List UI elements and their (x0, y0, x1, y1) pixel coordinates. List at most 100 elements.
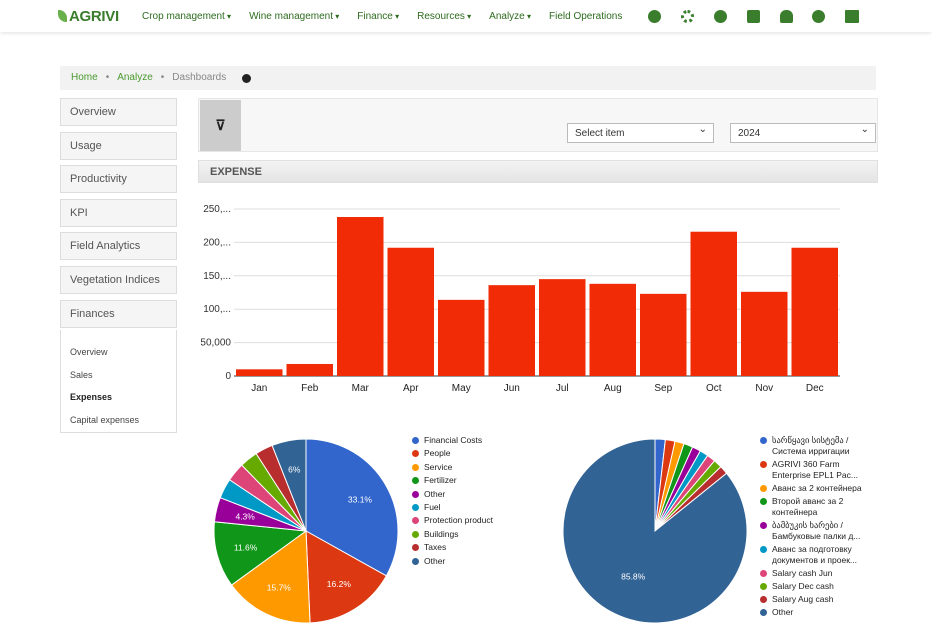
submenu-item[interactable]: Expenses (70, 392, 113, 402)
breadcrumb-link[interactable]: Analyze (117, 72, 153, 83)
sidebar-item[interactable]: Finances (60, 299, 177, 328)
nav-item[interactable]: Finance (357, 11, 399, 22)
help-icon[interactable] (242, 74, 252, 83)
legend-label: Financial Costs (424, 435, 483, 445)
sidebar-item[interactable]: Overview (60, 98, 177, 126)
data-label: 6% (288, 465, 301, 475)
x-tick-label: Feb (301, 383, 319, 394)
submenu: Overview Sales Expenses Capital expenses (60, 330, 177, 433)
nav-menu: Crop management Wine management Finance Res… (142, 11, 622, 22)
item-select[interactable]: Select item (567, 123, 714, 143)
x-tick-label: Aug (604, 383, 622, 394)
legend-label: Service (424, 461, 453, 472)
settings-icon[interactable] (648, 10, 661, 23)
x-tick-label: May (452, 383, 471, 394)
sidebar-item[interactable]: Field Analytics (60, 232, 177, 261)
pie-slice (213, 521, 308, 586)
sidebar-item[interactable]: Usage (60, 131, 177, 160)
legend-label: Salary Aug cash (772, 594, 834, 604)
y-tick-label: 150,... (203, 271, 231, 282)
legend-label: Аванс за подготовку документов и проек..… (772, 544, 858, 565)
legend-swatch (412, 517, 419, 525)
submenu-item[interactable]: Sales (70, 369, 93, 380)
legend-item: ბამბუკის ხარები / Бамбуковые палки д... (760, 520, 875, 542)
notifications-icon[interactable] (780, 10, 793, 23)
x-tick-label: Jan (251, 383, 267, 394)
bar (236, 369, 283, 376)
legend-item: Buildings (412, 529, 522, 540)
legend-item: Salary cash Jun (760, 568, 875, 579)
year-select[interactable]: 2024 (730, 123, 876, 143)
logo[interactable]: AGRIVI (58, 8, 119, 25)
calendar-icon[interactable] (747, 10, 760, 23)
legend-item: AGRIVI 360 Farm Enterprise EPL1 Pac... (760, 459, 875, 481)
select-text: 2024 (738, 128, 761, 139)
data-label: 4.3% (235, 511, 255, 521)
x-tick-label: Jun (504, 383, 520, 394)
data-label: 16.2% (327, 579, 352, 589)
clear-filter-button[interactable]: ⊽ (200, 100, 241, 151)
legend-label: Other (424, 555, 446, 566)
legend-label: Аванс за 2 контейнера (772, 483, 862, 493)
x-tick-label: Jul (556, 383, 569, 394)
breadcrumb: Home • Analyze • Dashboards (60, 66, 876, 90)
legend-item: სარწყავი სისტემა / Система ирригации (760, 435, 875, 457)
legend-item: Второй аванс за 2 контейнера (760, 496, 875, 518)
bar (438, 299, 485, 376)
legend-swatch (760, 546, 767, 553)
legend-item: People (412, 448, 522, 459)
legend-label: Fuel (424, 501, 441, 512)
chat-icon[interactable] (812, 10, 825, 23)
y-tick-label: 0 (225, 371, 231, 382)
legend-label: Buildings (424, 528, 459, 539)
sidebar-item[interactable]: Vegetation Indices (60, 266, 177, 294)
x-tick-label: Oct (706, 383, 722, 394)
legend-label: AGRIVI 360 Farm Enterprise EPL1 Pac... (772, 459, 858, 480)
x-tick-label: Nov (755, 383, 773, 394)
nav-item[interactable]: Analyze (489, 11, 531, 22)
legend-item: Fertilizer (412, 475, 522, 486)
help-icon[interactable] (714, 10, 727, 23)
nav-item[interactable]: Field Operations (548, 11, 623, 22)
network-icon[interactable] (681, 10, 694, 23)
legend-item: Financial Costs (412, 435, 522, 446)
submenu-item[interactable]: Overview (70, 347, 108, 357)
legend-item: Other (760, 607, 875, 618)
breadcrumb-link[interactable]: Home (71, 72, 98, 83)
legend-item: Service (412, 462, 522, 473)
legend-label: Protection product (424, 515, 493, 526)
submenu-item[interactable]: Capital expenses (70, 414, 140, 425)
legend-swatch (760, 570, 767, 577)
pie-chart: 33.1% 16.2% 15.7% 11.6% 4.3% 6% (213, 438, 399, 624)
legend-swatch (760, 609, 767, 616)
data-label: 33.1% (348, 494, 373, 504)
legend-swatch (760, 583, 767, 590)
legend-label: Salary Dec cash (772, 581, 834, 591)
data-label: 15.7% (267, 582, 292, 592)
select-text: Select item (575, 128, 625, 139)
sidebar-item[interactable]: Productivity (60, 165, 177, 194)
legend-swatch (760, 596, 767, 603)
nav-item[interactable]: Resources (417, 11, 471, 22)
x-tick-label: Mar (352, 383, 370, 394)
legend-swatch (412, 450, 419, 458)
bar (741, 291, 788, 376)
y-tick-label: 250,... (203, 204, 231, 215)
nav-item[interactable]: Wine management (249, 11, 339, 22)
pie-slice (305, 438, 399, 577)
legend-swatch (412, 557, 419, 565)
farm-switch-icon[interactable] (845, 10, 859, 23)
legend-label: Второй аванс за 2 контейнера (772, 496, 844, 517)
legend-item: Other (412, 489, 522, 500)
legend-item: Protection product (412, 515, 522, 526)
legend-label: Taxes (424, 542, 447, 553)
separator: • (105, 72, 110, 83)
legend-item: Fuel (412, 502, 522, 513)
nav-item[interactable]: Crop management (142, 11, 231, 22)
bar (286, 363, 333, 376)
bar (640, 293, 687, 376)
legend-swatch (412, 530, 419, 538)
sidebar-item[interactable]: KPI (60, 198, 177, 227)
y-tick-label: 100,... (203, 304, 231, 315)
section-title: EXPENSE (210, 166, 262, 178)
